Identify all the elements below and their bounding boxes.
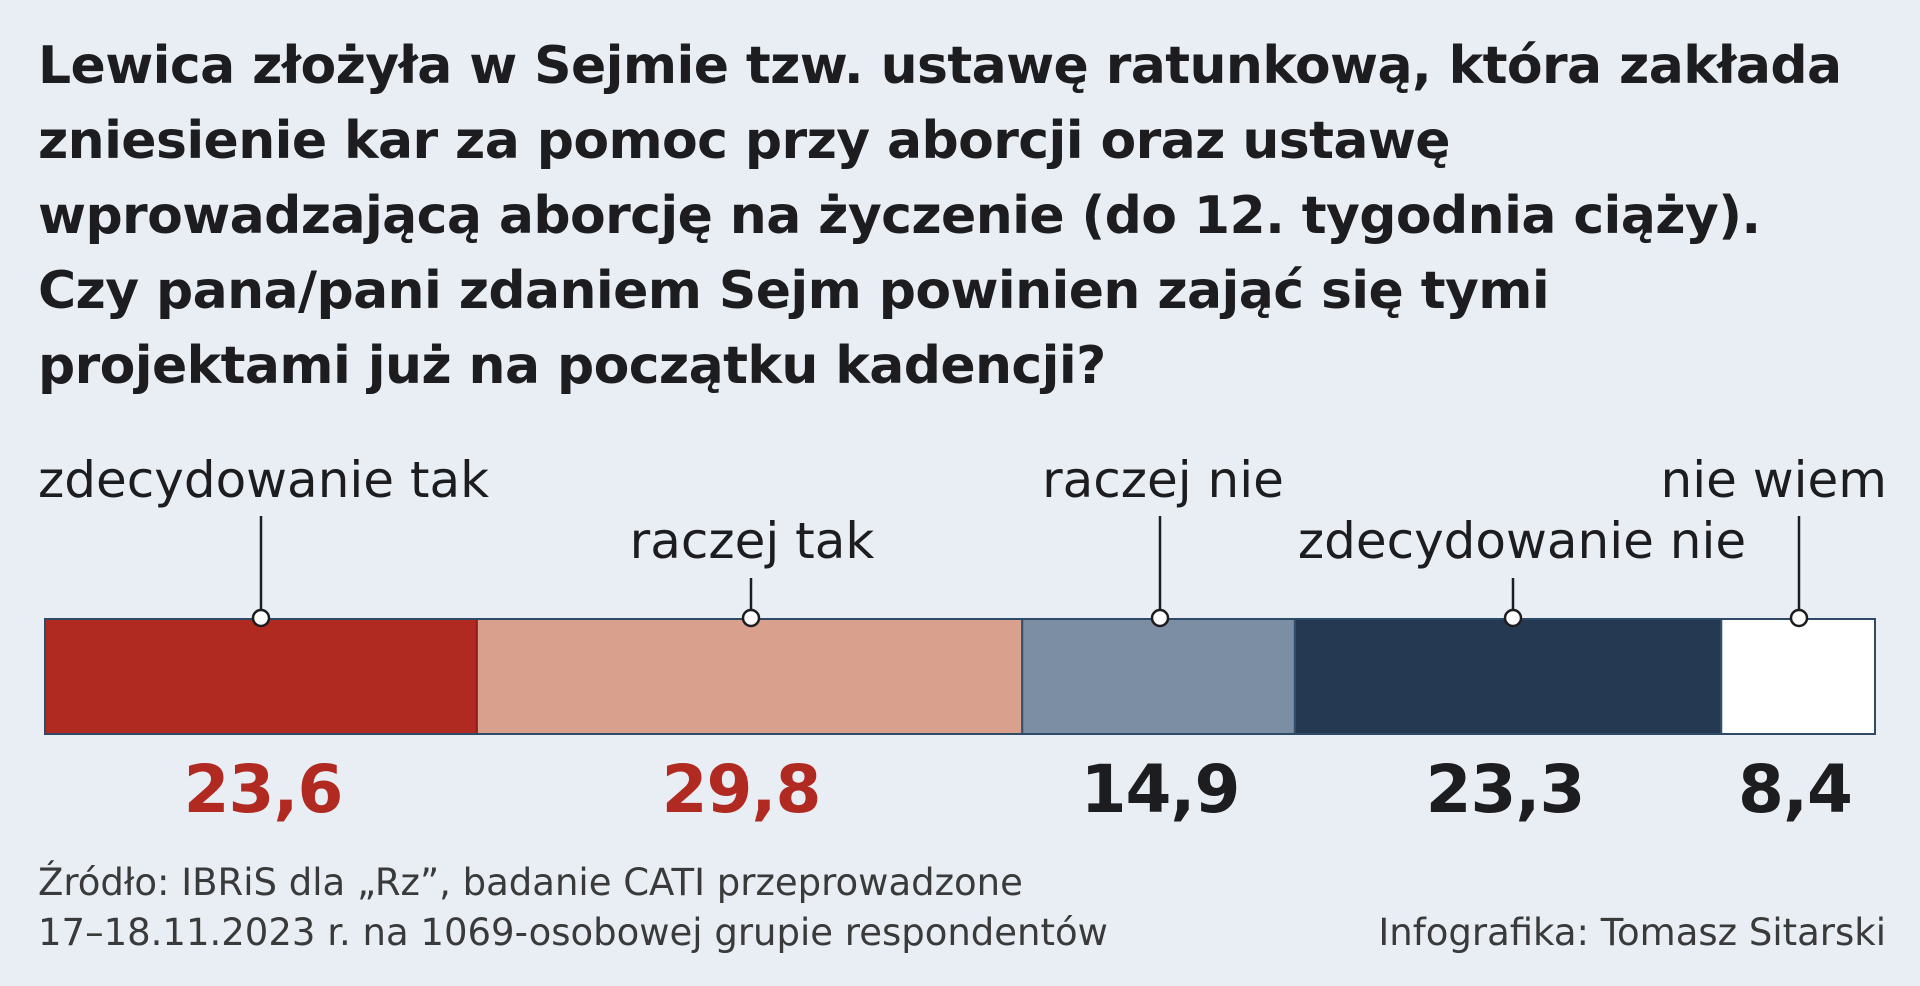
category-label-3: raczej nie [1042, 451, 1284, 509]
source-line-1: Źródło: IBRiS dla „Rz”, badanie CATI prz… [38, 861, 1023, 904]
category-label-5: nie wiem [1661, 451, 1888, 509]
bar-segment-3 [1021, 618, 1296, 735]
leader-dot-4 [1503, 608, 1523, 628]
value-label-5: 8,4 [1738, 751, 1852, 828]
category-label-2: raczej tak [630, 512, 875, 570]
value-label-2: 29,8 [662, 751, 821, 828]
bar-segment-2 [475, 618, 1024, 735]
category-label-4: zdecydowanie nie [1298, 512, 1746, 570]
infographic-credit: Infografika: Tomasz Sitarski [1378, 911, 1886, 954]
bar-segment-4 [1293, 618, 1723, 735]
leader-dot-2 [741, 608, 761, 628]
value-label-4: 23,3 [1426, 751, 1585, 828]
leader-dot-5 [1789, 608, 1809, 628]
title-line-5: projektami już na początku kadencji? [38, 336, 1106, 396]
value-label-1: 23,6 [184, 751, 343, 828]
bar-segment-5 [1720, 618, 1877, 735]
title-line-4: Czy pana/pani zdaniem Sejm powinien zają… [38, 261, 1550, 321]
source-line-2: 17–18.11.2023 r. na 1069-osobowej grupie… [38, 911, 1108, 954]
leader-dot-3 [1150, 608, 1170, 628]
value-label-3: 14,9 [1081, 751, 1240, 828]
category-label-1: zdecydowanie tak [38, 451, 489, 509]
title-line-1: Lewica złożyła w Sejmie tzw. ustawę ratu… [38, 36, 1842, 96]
bar-segment-1 [44, 618, 478, 735]
title-line-2: zniesienie kar za pomoc przy aborcji ora… [38, 111, 1451, 171]
leader-dot-1 [251, 608, 271, 628]
bar-outline [44, 618, 1876, 735]
title-line-3: wprowadzającą aborcję na życzenie (do 12… [38, 186, 1761, 246]
